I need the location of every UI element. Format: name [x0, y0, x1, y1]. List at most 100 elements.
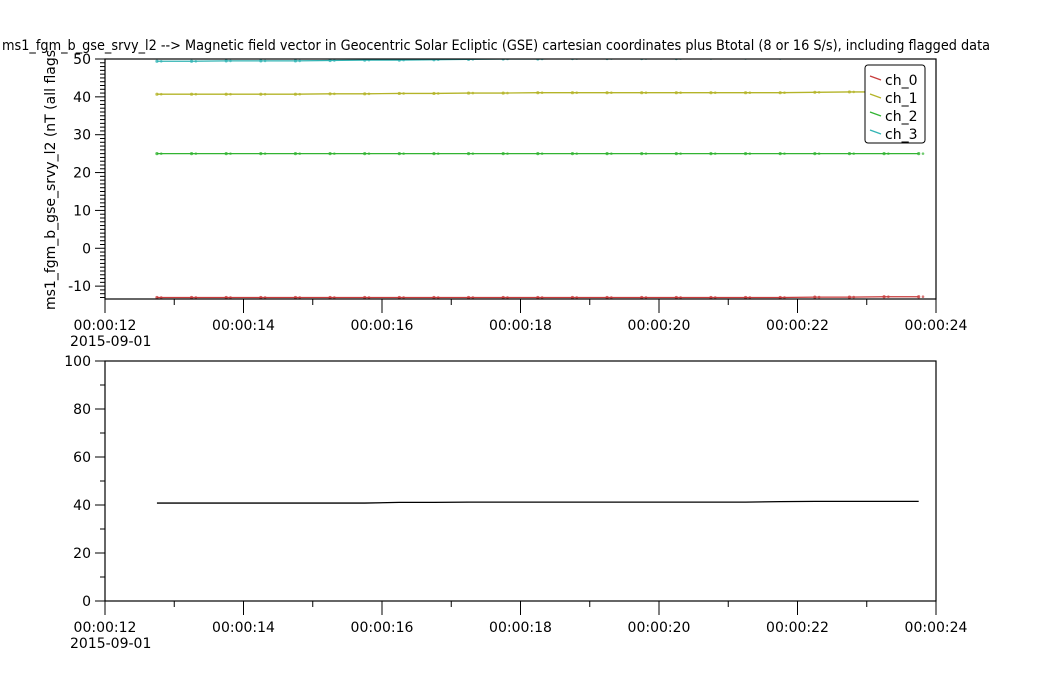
x-tick-label: 00:00:12	[74, 620, 137, 636]
data-point	[709, 91, 713, 95]
data-point	[575, 296, 579, 299]
data-point	[748, 296, 752, 299]
series-group	[156, 500, 919, 504]
data-point	[436, 296, 440, 299]
data-point	[155, 295, 159, 299]
x-tick-label: 00:00:14	[212, 318, 275, 334]
data-point	[570, 152, 575, 156]
data-point	[575, 152, 579, 155]
data-point	[605, 152, 609, 156]
data-point	[189, 92, 194, 96]
data-point	[743, 91, 748, 95]
data-point	[709, 295, 713, 299]
x-tick-label: 00:00:20	[628, 318, 691, 334]
y-tick-label: 40	[73, 498, 91, 514]
data-point	[159, 92, 163, 96]
data-point	[743, 152, 748, 156]
data-point	[333, 152, 336, 155]
date-label: 2015-09-01	[70, 636, 151, 652]
data-point	[610, 152, 613, 155]
data-point	[783, 91, 786, 94]
data-point	[679, 152, 682, 155]
data-point	[259, 59, 263, 63]
data-point	[713, 152, 717, 155]
legend-swatch-ch_3	[869, 129, 882, 135]
y-tick-label: 100	[64, 354, 91, 370]
data-point	[674, 91, 678, 95]
y-tick-label: 20	[73, 166, 91, 182]
data-point	[194, 92, 198, 96]
data-point	[466, 295, 471, 299]
data-point	[713, 296, 717, 299]
data-point	[397, 295, 401, 299]
data-point	[432, 295, 436, 299]
data-point	[570, 295, 575, 299]
data-point	[540, 152, 544, 155]
x-tick-label: 00:00:18	[489, 318, 552, 334]
data-point	[813, 90, 817, 94]
legend-swatch-ch_1	[869, 93, 882, 99]
data-point	[847, 90, 852, 94]
data-point	[917, 295, 921, 299]
data-point	[293, 59, 298, 63]
x-tick-label: 00:00:22	[766, 318, 829, 334]
data-point	[540, 296, 544, 299]
data-point	[155, 92, 159, 96]
data-point	[224, 92, 228, 96]
data-point	[674, 295, 678, 299]
data-point	[813, 295, 817, 299]
data-point	[224, 152, 228, 156]
data-point	[501, 91, 505, 95]
data-point	[224, 59, 228, 63]
data-point	[363, 92, 367, 96]
data-point	[783, 296, 786, 299]
data-point	[402, 296, 405, 299]
data-point	[813, 152, 817, 156]
data-point	[610, 296, 613, 299]
data-point	[540, 91, 544, 94]
data-point	[644, 296, 648, 299]
data-point	[817, 91, 821, 94]
data-point	[922, 56, 925, 59]
data-point	[263, 92, 267, 96]
data-point	[501, 295, 505, 299]
data-point	[847, 152, 852, 156]
data-point	[298, 59, 302, 63]
y-tick-label: 0	[82, 594, 91, 610]
data-point	[640, 91, 644, 95]
data-point	[397, 59, 401, 62]
data-point	[640, 295, 644, 299]
data-point	[293, 92, 298, 96]
data-point	[709, 152, 713, 156]
data-point	[882, 152, 886, 156]
data-point	[887, 56, 890, 59]
data-point	[367, 296, 371, 299]
data-point	[778, 91, 782, 95]
data-point	[713, 91, 717, 94]
data-point	[471, 296, 475, 299]
data-point	[363, 295, 367, 299]
data-point	[194, 296, 198, 299]
data-point	[259, 92, 263, 96]
plot-panel-btotal: 100 80 60 40 20 0 00:00:12 00:00:14 00:00:16 00:0…	[64, 354, 967, 652]
series-group	[155, 56, 925, 299]
series-line-btotal	[156, 500, 919, 504]
y-tick-label: 40	[73, 90, 91, 106]
data-point	[194, 152, 198, 155]
x-tick-label: 00:00:16	[351, 318, 414, 334]
data-point	[605, 295, 609, 299]
y-tick-label: -10	[68, 279, 91, 295]
data-point	[852, 152, 856, 155]
data-point	[263, 152, 267, 155]
legend-label: ch_1	[885, 91, 917, 107]
data-point	[432, 91, 436, 96]
y-tick-label: 0	[82, 241, 91, 257]
data-point	[852, 56, 855, 59]
chart-title: ms1_fgm_b_gse_srvy_l2 --> Magnetic field…	[2, 38, 990, 54]
data-point	[298, 92, 302, 96]
data-point	[644, 152, 648, 155]
data-point	[293, 152, 298, 156]
data-point	[466, 91, 471, 95]
data-point	[471, 91, 475, 95]
data-point	[363, 152, 367, 156]
